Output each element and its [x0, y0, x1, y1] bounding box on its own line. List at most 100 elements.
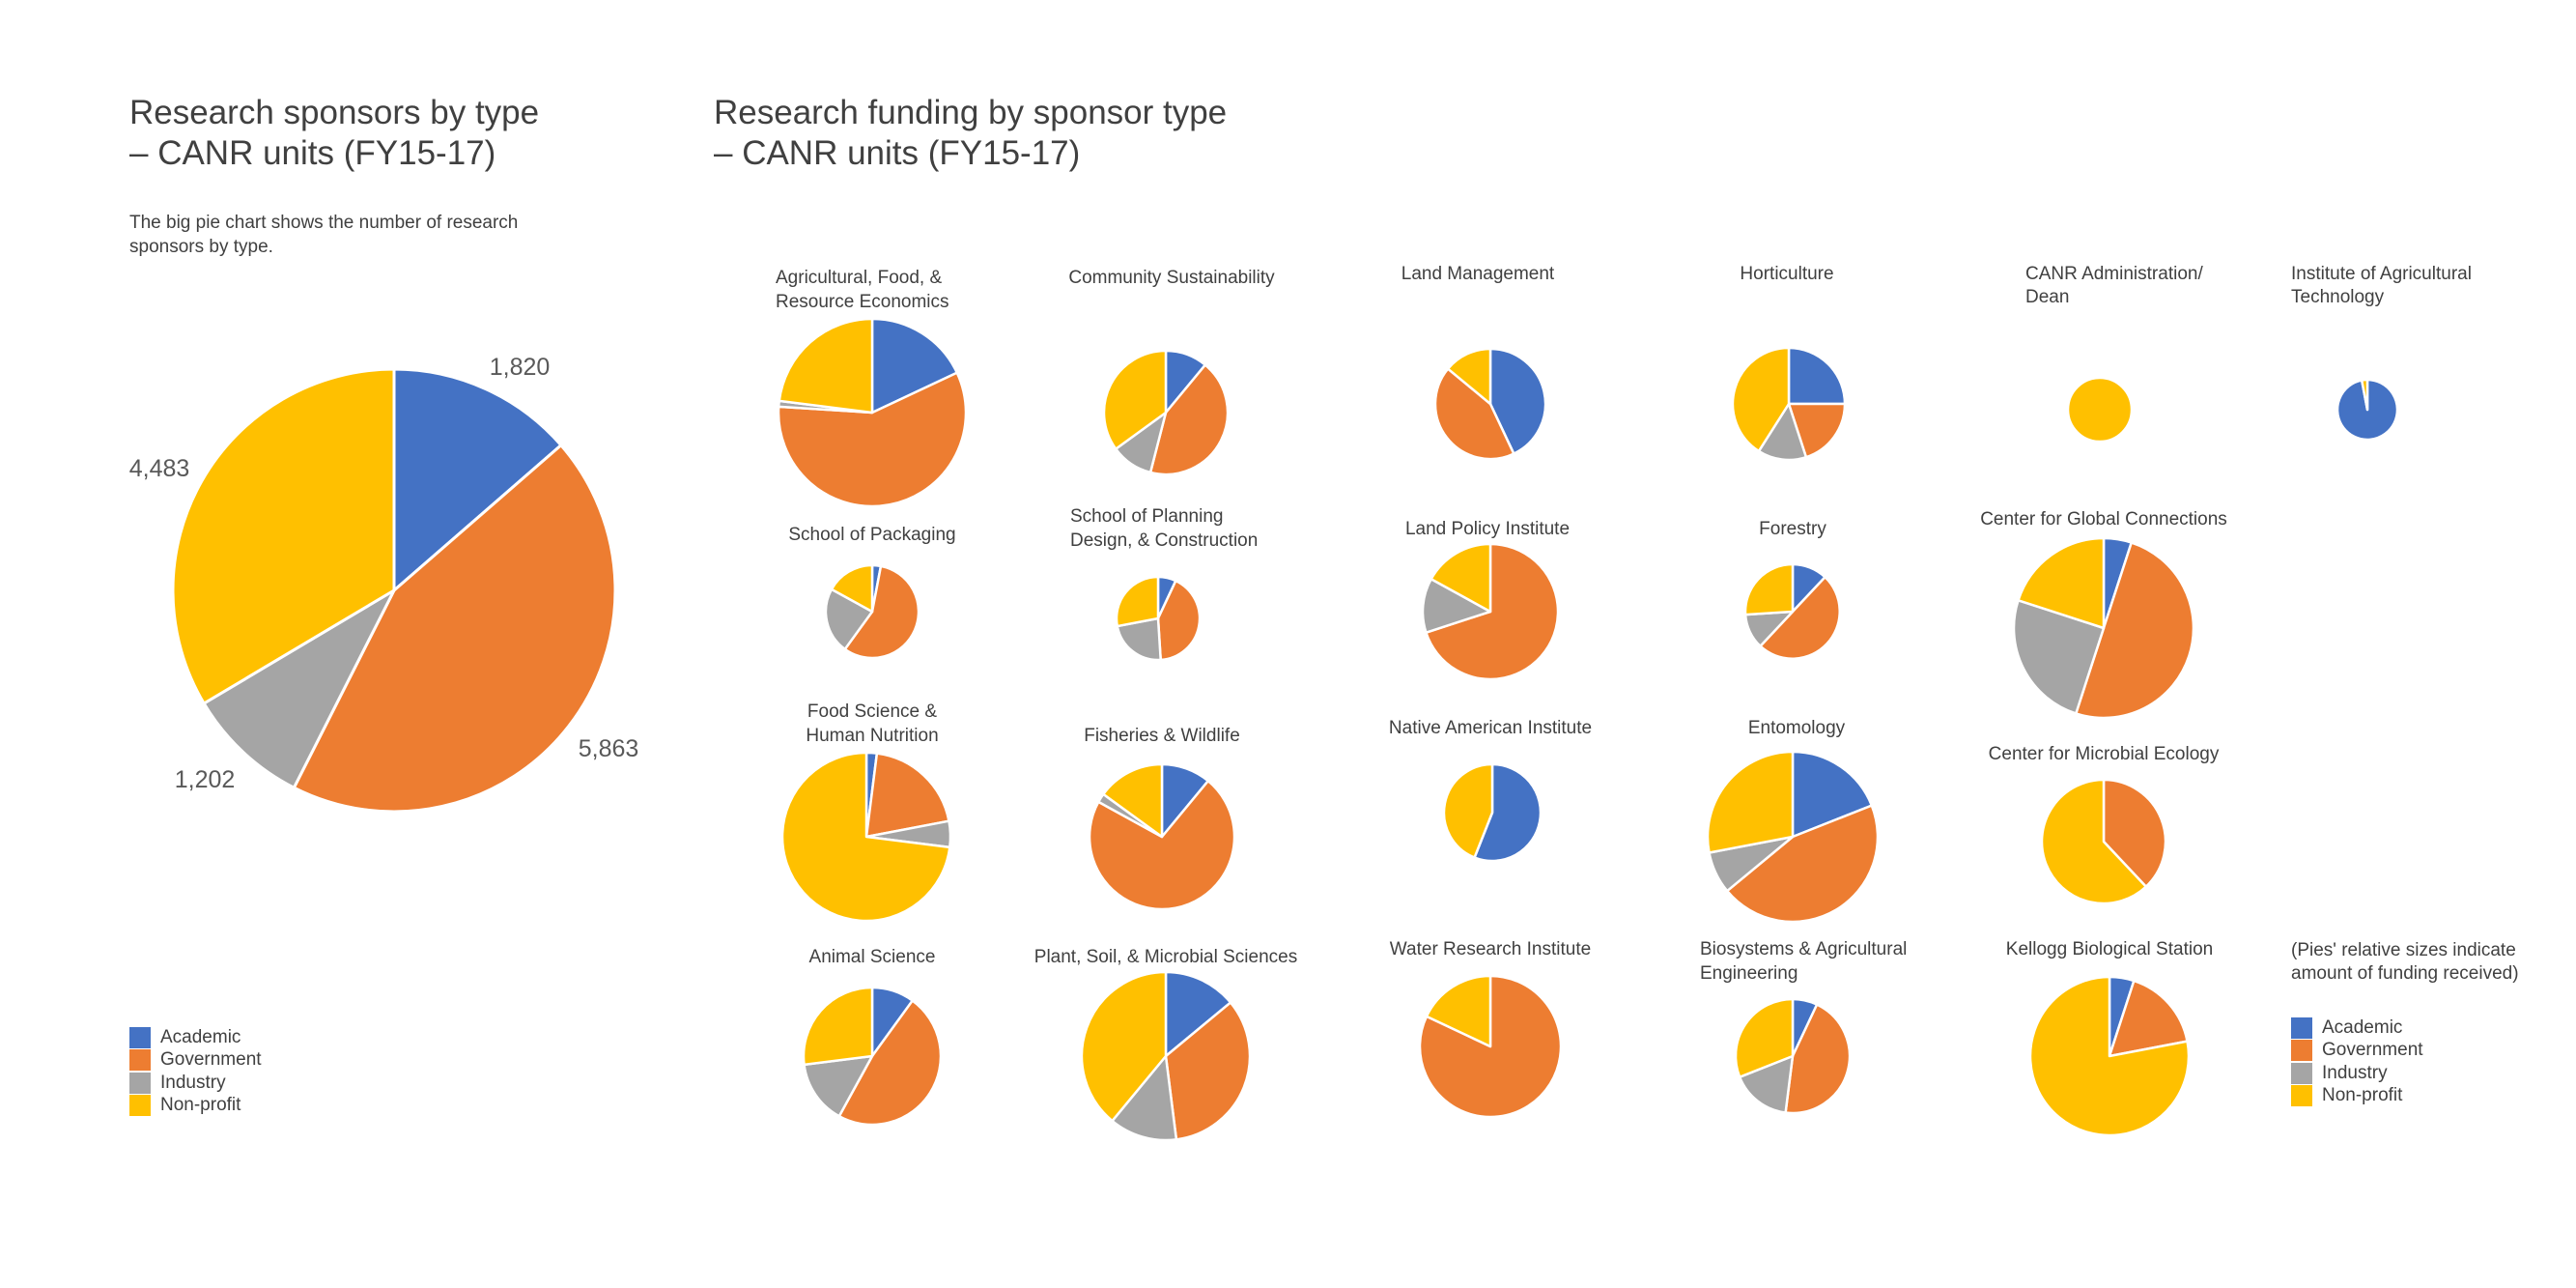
- legend-swatch: [129, 1072, 151, 1094]
- legend-swatch: [2291, 1062, 2312, 1084]
- pie-fisheries-wildlife: [1088, 762, 1236, 911]
- unit-label-institute-of-agricultural-technology: Institute of Agricultural: [2291, 264, 2472, 284]
- pie-sponsors-by-type: [171, 367, 617, 814]
- data-label-government: 5,863: [579, 735, 639, 762]
- unit-label-center-for-microbial-ecology: Center for Microbial Ecology: [1989, 744, 2220, 764]
- pie-slice-government: [1425, 542, 1560, 681]
- pie-slice-non-profit: [171, 367, 396, 705]
- pie-institute-of-agricultural-technology: [2335, 378, 2399, 442]
- pie-slice-academic: [1791, 750, 1874, 839]
- unit-label-land-policy-institute: Land Policy Institute: [1405, 519, 1570, 539]
- pie-slice-non-profit: [1706, 750, 1795, 854]
- pie-slice-industry: [803, 1054, 874, 1118]
- pie-forestry: [1743, 562, 1841, 660]
- legend-label: Academic: [2322, 1016, 2403, 1038]
- pie-entomology: [1706, 750, 1880, 924]
- legend-right-item-government: Government: [2291, 1040, 2423, 1063]
- pie-slice-non-profit: [802, 986, 874, 1067]
- pie-slice-industry: [824, 587, 874, 651]
- pie-slice-non-profit: [1446, 347, 1492, 406]
- legend-left-item-non-profit: Non-profit: [129, 1095, 262, 1118]
- unit-label-native-american-institute: Native American Institute: [1389, 718, 1592, 738]
- unit-label-biosystems-agricultural-engineering: Engineering: [1700, 963, 1798, 984]
- pie-slice-non-profit: [1731, 346, 1791, 453]
- left-title-line-2: – CANR units (FY15-17): [129, 134, 496, 172]
- pie-slice-industry: [2012, 599, 2106, 715]
- legend-swatch: [129, 1049, 151, 1072]
- unit-label-entomology: Entomology: [1748, 718, 1846, 738]
- unit-label-horticulture: Horticulture: [1740, 264, 1833, 284]
- right-title-line-1: Research funding by sponsor type: [714, 94, 1228, 131]
- pie-horticulture: [1731, 346, 1847, 462]
- legend-label: Industry: [160, 1072, 226, 1093]
- left-chart-title: Research sponsors by type – CANR units (…: [129, 93, 539, 174]
- legend-swatch: [2291, 1085, 2312, 1107]
- unit-label-community-sustainability: Community Sustainability: [1068, 268, 1275, 288]
- legend-label: Industry: [2322, 1062, 2388, 1083]
- pie-canr-administration-dean: [2066, 376, 2134, 444]
- pie-slice-government: [1725, 804, 1880, 924]
- pie-slice-academic: [392, 367, 563, 592]
- pie-slice-government: [1759, 576, 1841, 660]
- legend-swatch: [129, 1026, 151, 1048]
- pie-slice-non-profit: [1743, 562, 1795, 616]
- pie-slice-industry: [202, 588, 396, 789]
- data-label-industry: 1,202: [175, 766, 236, 793]
- pie-slice-non-profit: [1080, 970, 1168, 1123]
- pie-slice-government: [837, 999, 943, 1127]
- unit-label-land-management: Land Management: [1401, 264, 1555, 284]
- pie-land-policy-institute: [1421, 542, 1560, 681]
- unit-label-agricultural-food-resource-economics: Agricultural, Food, &: [776, 268, 942, 288]
- chart-description: The big pie chart shows the number of re…: [129, 213, 519, 257]
- pie-slice-academic: [1488, 347, 1547, 455]
- pie-slice-government: [1433, 367, 1515, 461]
- unit-label-kellogg-biological-station: Kellogg Biological Station: [2006, 939, 2213, 959]
- unit-label-water-research-institute: Water Research Institute: [1390, 939, 1591, 959]
- pie-slice-government: [1088, 779, 1236, 911]
- unit-label-school-of-planning-design-construction: School of Planning: [1070, 506, 1223, 527]
- legend-label: Government: [160, 1049, 262, 1071]
- pie-slice-government: [2075, 541, 2195, 720]
- unit-label-school-of-packaging: School of Packaging: [788, 525, 955, 545]
- pie-slice-non-profit: [2360, 378, 2369, 412]
- unit-label-food-science-human-nutrition: Human Nutrition: [806, 726, 938, 746]
- right-chart-title: Research funding by sponsor type – CANR …: [714, 93, 1227, 174]
- pie-slice-government: [777, 371, 968, 508]
- pie-slice-non-profit: [780, 751, 951, 923]
- legend-right-item-non-profit: Non-profit: [2291, 1085, 2423, 1108]
- pie-community-sustainability: [1102, 349, 1230, 476]
- pie-center-for-global-connections: [2012, 536, 2195, 720]
- legend-left-item-industry: Industry: [129, 1072, 262, 1095]
- unit-label-institute-of-agricultural-technology: Technology: [2291, 287, 2385, 307]
- legend-label: Non-profit: [2322, 1085, 2403, 1106]
- pie-kellogg-biological-station: [2028, 975, 2191, 1137]
- legend-swatch: [129, 1095, 151, 1117]
- pie-slice-non-profit: [1734, 997, 1795, 1078]
- pie-slice-academic: [1164, 970, 1232, 1058]
- pie-slice-government: [1148, 363, 1230, 476]
- pie-slice-non-profit: [2017, 536, 2106, 630]
- pie-food-science-human-nutrition: [780, 751, 952, 923]
- pie-slice-academic: [870, 317, 959, 415]
- unit-label-animal-science: Animal Science: [809, 947, 936, 967]
- pie-slice-non-profit: [2066, 376, 2134, 444]
- pie-school-of-packaging: [824, 563, 920, 660]
- legend-left: Academic Government Industry Non-profit: [129, 1026, 262, 1117]
- pie-slice-non-profit: [1102, 349, 1168, 450]
- pie-slice-industry: [1738, 1054, 1795, 1114]
- pie-water-research-institute: [1418, 974, 1563, 1119]
- legend-swatch: [2291, 1016, 2312, 1039]
- pie-land-management: [1433, 347, 1547, 461]
- right-title-line-2: – CANR units (FY15-17): [714, 134, 1081, 172]
- pie-slice-non-profit: [778, 317, 874, 415]
- unit-label-agricultural-food-resource-economics: Resource Economics: [776, 292, 949, 312]
- unit-label-plant-soil-microbial-sciences: Plant, Soil, & Microbial Sciences: [1034, 947, 1297, 967]
- pie-slice-government: [1164, 1001, 1252, 1141]
- pie-slice-government: [1784, 1003, 1852, 1115]
- pie-slice-non-profit: [1442, 762, 1494, 859]
- pie-slice-government: [843, 564, 920, 660]
- pie-slice-government: [864, 752, 950, 839]
- pie-slice-non-profit: [2028, 975, 2191, 1137]
- pie-slice-government: [2102, 778, 2167, 888]
- legend-right-item-industry: Industry: [2291, 1062, 2423, 1085]
